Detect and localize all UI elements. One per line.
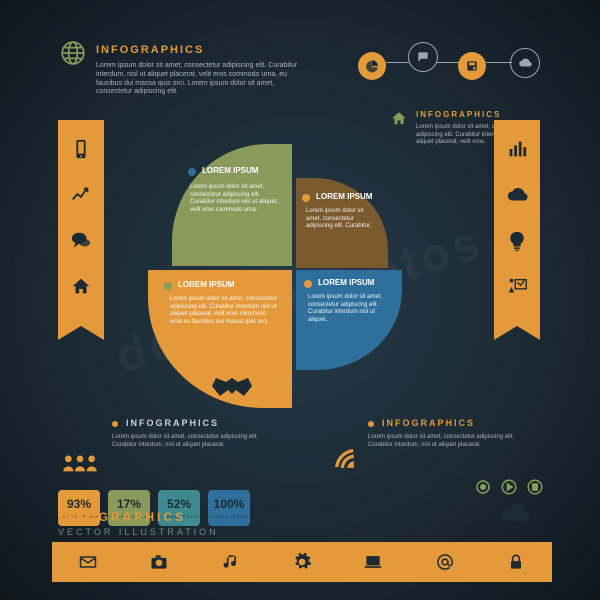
mail-icon bbox=[77, 551, 99, 573]
pie-icon bbox=[358, 52, 386, 80]
trend-icon bbox=[70, 184, 92, 206]
petal-tr: LOREM IPSUM Lorem ipsum dolor sit amet, … bbox=[296, 178, 388, 268]
bottom-right-title: INFOGRAPHICS bbox=[382, 418, 475, 429]
bulb-icon bbox=[506, 230, 528, 252]
bottom-right-body: Lorem ipsum dolor sit amet, consectetur … bbox=[368, 434, 528, 449]
target-icon bbox=[474, 478, 492, 496]
pause-icon bbox=[526, 478, 544, 496]
petal-body: Lorem ipsum dolor sit amet, consectetur … bbox=[190, 184, 282, 214]
petal-body: Lorem ipsum dolor sit amet, consectetur … bbox=[308, 294, 390, 324]
chat-icon bbox=[408, 42, 438, 72]
disk-icon bbox=[458, 52, 486, 80]
people-icon bbox=[60, 452, 100, 474]
lock-icon bbox=[505, 551, 527, 573]
handshake-icon bbox=[210, 372, 258, 400]
footer-line1: INFOGRAPHICS bbox=[58, 510, 219, 525]
mobile-icon bbox=[70, 138, 92, 160]
ribbon-left bbox=[58, 120, 104, 340]
house-icon bbox=[70, 276, 92, 298]
gear-icon bbox=[291, 551, 313, 573]
cloud-icon bbox=[510, 48, 540, 78]
petal-tl: LOREM IPSUM Lorem ipsum dolor sit amet, … bbox=[172, 144, 292, 266]
footer-line2: VECTOR ILLUSTRATION bbox=[58, 527, 219, 538]
camera-icon bbox=[148, 551, 170, 573]
speech-icon bbox=[70, 230, 92, 252]
laptop-icon bbox=[362, 551, 384, 573]
cloud2-icon bbox=[506, 184, 528, 206]
node-edge bbox=[386, 62, 410, 63]
node-edge bbox=[436, 62, 460, 63]
wifi-icon bbox=[330, 446, 358, 470]
side-right-title: INFOGRAPHICS bbox=[416, 110, 501, 120]
petal-label: LOREM IPSUM bbox=[178, 280, 234, 290]
bottom-left-body: Lorem ipsum dolor sit amet, consectetur … bbox=[112, 434, 272, 449]
top-left-body: Lorem ipsum dolor sit amet, consectetur … bbox=[96, 62, 302, 97]
petal-body: Lorem ipsum dolor sit amet, consectetur … bbox=[306, 208, 378, 231]
petal-label: LOREM IPSUM bbox=[202, 166, 258, 176]
present-icon bbox=[506, 276, 528, 298]
ribbon-right bbox=[494, 120, 540, 340]
music-icon bbox=[220, 551, 242, 573]
top-left-title: INFOGRAPHICS bbox=[96, 44, 204, 58]
node-edge bbox=[486, 62, 512, 63]
home-icon bbox=[390, 110, 408, 128]
globe-icon bbox=[60, 40, 86, 66]
bottom-bar bbox=[52, 542, 552, 582]
bars-icon bbox=[506, 138, 528, 160]
bottom-left-title: INFOGRAPHICS bbox=[126, 418, 219, 429]
petal-br: LOREM IPSUM Lorem ipsum dolor sit amet, … bbox=[296, 270, 402, 370]
cloud-small-icon bbox=[500, 504, 530, 522]
play-icon bbox=[500, 478, 518, 496]
petal-label: LOREM IPSUM bbox=[316, 192, 372, 202]
petal-body: Lorem ipsum dolor sit amet, consectetur … bbox=[170, 296, 278, 326]
footer-label: INFOGRAPHICS VECTOR ILLUSTRATION bbox=[58, 510, 219, 538]
at-icon bbox=[434, 551, 456, 573]
dot bbox=[112, 421, 118, 427]
petal-label: LOREM IPSUM bbox=[318, 278, 374, 288]
dot bbox=[368, 421, 374, 427]
